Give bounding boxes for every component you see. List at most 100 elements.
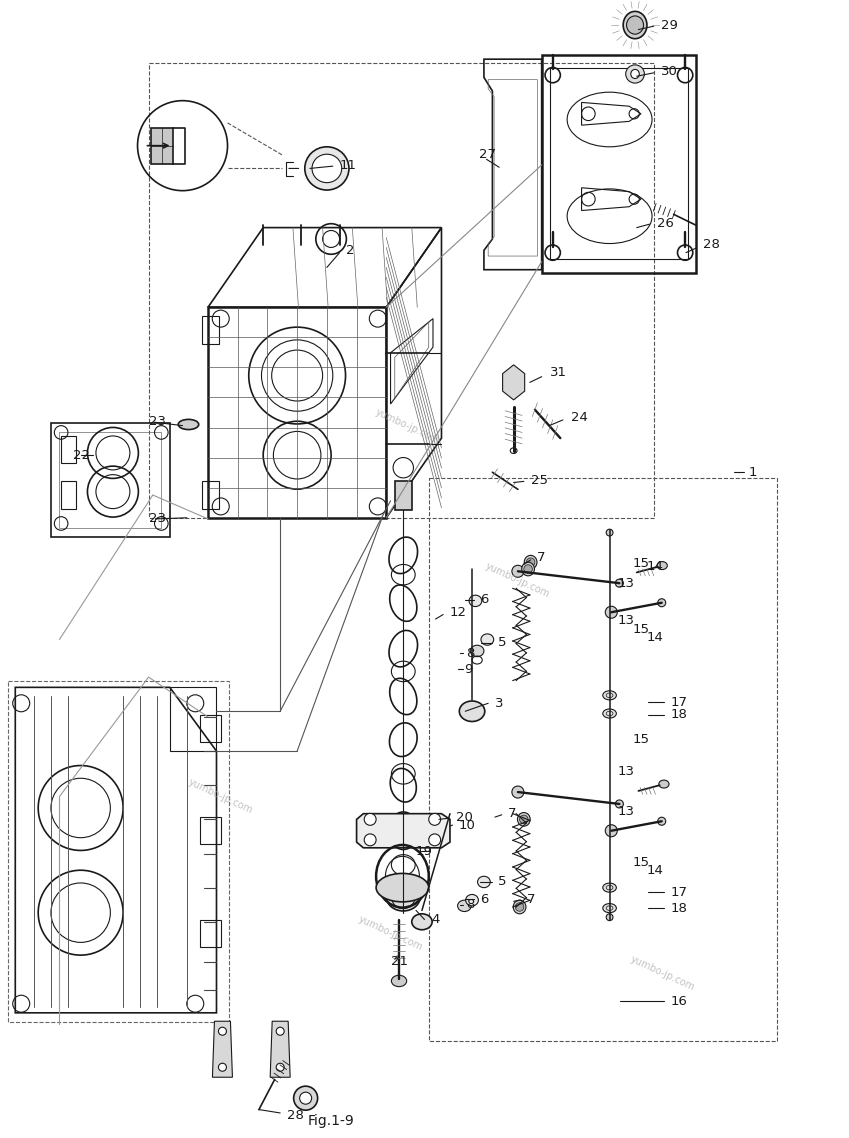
- Text: 6: 6: [480, 892, 488, 906]
- Circle shape: [218, 1063, 227, 1071]
- Ellipse shape: [477, 876, 490, 888]
- Ellipse shape: [623, 11, 647, 39]
- Circle shape: [429, 814, 441, 825]
- Text: 7: 7: [526, 892, 535, 906]
- Ellipse shape: [470, 645, 484, 657]
- Text: yumbo-jp.com: yumbo-jp.com: [187, 777, 255, 816]
- Circle shape: [658, 599, 666, 607]
- Polygon shape: [212, 1021, 233, 1078]
- Text: 15: 15: [633, 622, 649, 636]
- Text: 16: 16: [671, 995, 688, 1008]
- Text: 10: 10: [458, 818, 475, 832]
- Ellipse shape: [521, 562, 534, 576]
- Text: 24: 24: [571, 411, 588, 424]
- Text: 18: 18: [671, 901, 688, 915]
- Text: 25: 25: [531, 473, 548, 487]
- Text: yumbo-jp.com: yumbo-jp.com: [484, 561, 552, 600]
- Circle shape: [520, 815, 528, 824]
- Ellipse shape: [631, 69, 639, 79]
- Ellipse shape: [376, 874, 429, 902]
- Text: 8: 8: [466, 898, 475, 912]
- Text: 15: 15: [633, 856, 649, 869]
- Text: 31: 31: [550, 365, 567, 379]
- Text: 14: 14: [647, 864, 664, 877]
- Text: 12: 12: [450, 605, 467, 619]
- Text: 15: 15: [633, 556, 649, 570]
- Ellipse shape: [603, 709, 616, 718]
- Text: 2: 2: [346, 244, 355, 257]
- Circle shape: [276, 1063, 284, 1071]
- Ellipse shape: [626, 65, 644, 83]
- Circle shape: [218, 1028, 227, 1036]
- Text: 17: 17: [671, 885, 688, 899]
- Polygon shape: [270, 1021, 290, 1078]
- Ellipse shape: [481, 634, 493, 645]
- Circle shape: [512, 786, 524, 798]
- Ellipse shape: [659, 781, 669, 787]
- Text: 18: 18: [671, 708, 688, 721]
- Text: 9: 9: [464, 662, 473, 676]
- Text: 13: 13: [617, 577, 634, 591]
- Text: 11: 11: [340, 158, 357, 172]
- Text: 27: 27: [479, 148, 496, 162]
- Circle shape: [526, 558, 535, 567]
- Text: 7: 7: [508, 807, 516, 820]
- Ellipse shape: [469, 595, 482, 607]
- Text: Fig.1-9: Fig.1-9: [307, 1114, 355, 1128]
- Text: 28: 28: [287, 1108, 304, 1122]
- Text: 7: 7: [537, 551, 545, 564]
- Text: 5: 5: [498, 875, 507, 889]
- Circle shape: [364, 814, 376, 825]
- Ellipse shape: [524, 555, 537, 569]
- Text: 17: 17: [671, 695, 688, 709]
- Ellipse shape: [513, 900, 526, 914]
- Circle shape: [300, 1092, 312, 1104]
- Text: 13: 13: [617, 613, 634, 627]
- Ellipse shape: [603, 691, 616, 700]
- Bar: [150, 127, 172, 164]
- Circle shape: [276, 1028, 284, 1036]
- Circle shape: [658, 817, 666, 825]
- Text: 1: 1: [749, 465, 757, 479]
- Circle shape: [524, 564, 532, 574]
- Polygon shape: [503, 365, 525, 399]
- Circle shape: [429, 834, 441, 846]
- Text: 5: 5: [498, 636, 507, 650]
- Text: 22: 22: [73, 448, 90, 462]
- Ellipse shape: [606, 914, 613, 921]
- Text: 26: 26: [657, 216, 674, 230]
- Text: 3: 3: [495, 696, 503, 710]
- Ellipse shape: [627, 16, 644, 34]
- Text: 13: 13: [617, 765, 634, 778]
- Ellipse shape: [465, 894, 479, 906]
- Circle shape: [364, 834, 376, 846]
- Ellipse shape: [517, 813, 530, 826]
- Circle shape: [515, 902, 524, 912]
- Text: 14: 14: [647, 560, 664, 574]
- Text: yumbo-jp.com: yumbo-jp.com: [374, 407, 441, 446]
- Ellipse shape: [603, 883, 616, 892]
- Ellipse shape: [603, 904, 616, 913]
- Text: 14: 14: [647, 630, 664, 644]
- Text: 6: 6: [480, 593, 488, 607]
- Circle shape: [605, 825, 617, 836]
- Text: 21: 21: [391, 955, 408, 968]
- Ellipse shape: [391, 975, 407, 987]
- Circle shape: [294, 1086, 318, 1111]
- Text: 23: 23: [149, 512, 166, 526]
- Text: 28: 28: [703, 238, 720, 251]
- Text: 4: 4: [431, 913, 440, 926]
- Text: 19: 19: [416, 844, 433, 858]
- Ellipse shape: [178, 420, 199, 429]
- Text: 23: 23: [149, 414, 166, 428]
- Text: 20: 20: [456, 810, 473, 824]
- Circle shape: [616, 579, 623, 587]
- Text: 29: 29: [661, 18, 678, 32]
- Text: yumbo-jp.com: yumbo-jp.com: [628, 954, 696, 992]
- Ellipse shape: [412, 914, 432, 930]
- Ellipse shape: [305, 147, 349, 190]
- Circle shape: [512, 566, 524, 577]
- Circle shape: [616, 800, 623, 808]
- Text: 15: 15: [633, 733, 649, 747]
- Text: yumbo-jp.com: yumbo-jp.com: [357, 914, 424, 953]
